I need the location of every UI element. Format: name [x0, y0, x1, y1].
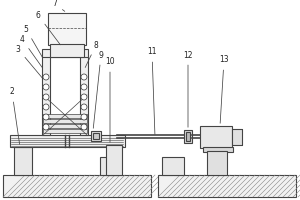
Bar — [186, 132, 190, 141]
Circle shape — [43, 74, 49, 80]
Circle shape — [43, 94, 49, 100]
Bar — [93, 133, 99, 139]
Bar — [50, 44, 84, 57]
Circle shape — [81, 104, 87, 110]
Bar — [106, 145, 122, 175]
Bar — [232, 129, 242, 145]
Bar — [43, 114, 87, 118]
Bar — [43, 129, 87, 133]
Bar — [158, 175, 296, 197]
Bar — [42, 55, 50, 135]
Circle shape — [43, 124, 49, 130]
Text: 5: 5 — [24, 24, 43, 58]
Bar — [10, 135, 125, 147]
Circle shape — [81, 84, 87, 90]
Text: 11: 11 — [147, 47, 157, 134]
Circle shape — [81, 124, 87, 130]
Bar — [200, 126, 232, 148]
Text: 6: 6 — [36, 10, 60, 45]
Circle shape — [81, 74, 87, 80]
Text: 9: 9 — [93, 50, 103, 128]
Circle shape — [43, 104, 49, 110]
Bar — [100, 157, 118, 175]
Text: 4: 4 — [20, 34, 42, 68]
Bar — [203, 147, 233, 152]
Text: 2: 2 — [10, 88, 20, 144]
Bar — [43, 119, 87, 123]
Bar — [3, 175, 151, 197]
Bar — [14, 147, 32, 175]
Text: 12: 12 — [183, 50, 193, 127]
Bar — [43, 124, 87, 128]
Text: 8: 8 — [85, 40, 98, 67]
Bar — [42, 49, 88, 57]
Text: 10: 10 — [105, 58, 115, 142]
Text: 3: 3 — [16, 45, 42, 78]
Text: 13: 13 — [219, 55, 229, 123]
Circle shape — [81, 94, 87, 100]
Bar — [48, 13, 86, 45]
Bar — [184, 130, 192, 143]
Circle shape — [43, 114, 49, 120]
Bar — [80, 55, 88, 135]
Text: 7: 7 — [52, 0, 65, 11]
Circle shape — [43, 84, 49, 90]
Bar — [162, 157, 184, 175]
Circle shape — [81, 114, 87, 120]
Bar — [207, 151, 227, 175]
Bar — [91, 131, 101, 141]
